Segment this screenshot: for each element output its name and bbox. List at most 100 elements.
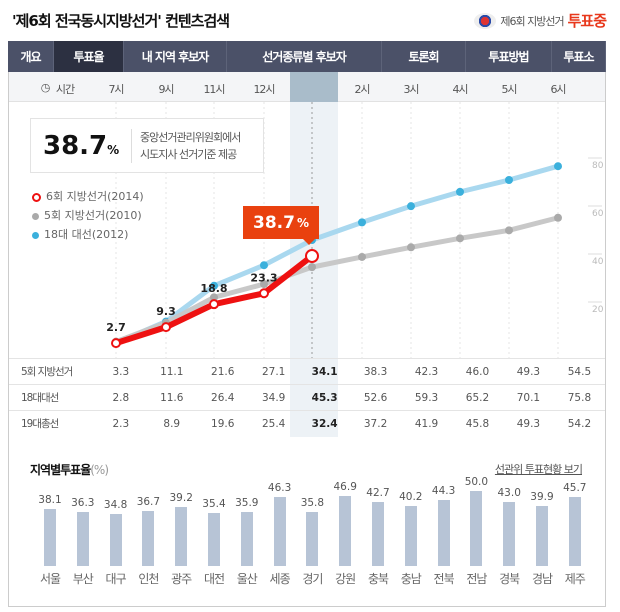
- time-slot[interactable]: 5시: [501, 83, 517, 96]
- badge-status: 투표중: [567, 12, 607, 30]
- table-cell: 8.9: [146, 410, 198, 437]
- time-slot[interactable]: 7시: [108, 83, 124, 96]
- data-point: [358, 218, 366, 227]
- region-bar: [109, 513, 122, 566]
- region-label: 부산: [72, 572, 94, 586]
- legend-item: 18대 대선(2012): [32, 225, 144, 244]
- data-point: [456, 187, 464, 196]
- region-value: 39.2: [169, 492, 193, 505]
- region-label: 충북: [367, 572, 389, 586]
- nav-tab[interactable]: 선거종류별 후보자: [227, 41, 382, 72]
- table-cell: 41.9: [401, 410, 452, 437]
- region-label: 경북: [499, 572, 520, 586]
- time-slot[interactable]: 11시: [203, 83, 225, 96]
- ytick-label: 40: [592, 257, 604, 267]
- nav-tab[interactable]: 투표율: [54, 41, 124, 72]
- badge-label: 제6회 지방선거: [500, 14, 564, 28]
- region-bar: [76, 511, 89, 566]
- table-cell: 2.8: [95, 384, 147, 411]
- ytick-label: 20: [592, 305, 604, 315]
- region-value: 46.3: [267, 481, 292, 494]
- data-label: 9.3: [156, 305, 176, 318]
- region-label: 경기: [302, 572, 323, 586]
- table-cell: 3.3: [95, 358, 147, 385]
- data-point: [111, 338, 121, 349]
- series-line: [115, 215, 559, 345]
- ytick-label: 60: [592, 209, 604, 219]
- table-cell: 26.4: [197, 384, 249, 411]
- summary-note: 중앙선거관리위원회에서: [140, 130, 241, 144]
- table-cell: 11.1: [146, 358, 198, 385]
- region-label: 서울: [39, 572, 61, 586]
- time-slot[interactable]: 9시: [158, 83, 174, 96]
- current-time-header[interactable]: [290, 72, 338, 102]
- turnout-chart: 80 60 40 20 2.7 9.3 18.8 23.3: [106, 102, 604, 358]
- data-point: [209, 299, 219, 310]
- nav-tab[interactable]: 투표방법: [466, 41, 552, 72]
- time-slot[interactable]: 12시: [253, 83, 275, 96]
- data-point: [554, 162, 562, 171]
- table-cell: 38.3: [350, 358, 402, 385]
- region-value: 35.8: [300, 497, 325, 510]
- table-cell: 75.8: [553, 384, 605, 411]
- nav-tab[interactable]: 내 지역 후보자: [124, 41, 227, 72]
- table-row: 5회 지방선거 3.3 11.1 21.6 27.1 34.1 38.3 42.3 46.0 49…: [9, 358, 605, 385]
- time-slot[interactable]: 3시: [403, 83, 419, 96]
- region-value: 40.2: [399, 490, 423, 503]
- data-point: [407, 243, 415, 252]
- nav-tab[interactable]: 토론회: [382, 41, 466, 72]
- table-cell: 21.6: [197, 358, 249, 385]
- region-bar: [437, 499, 450, 566]
- current-value-tooltip: 38.7%: [243, 206, 319, 245]
- data-label: 2.7: [106, 321, 126, 334]
- nec-status-link[interactable]: 선관위 투표현황 보기: [494, 463, 583, 476]
- data-point: [505, 226, 513, 235]
- time-slot[interactable]: 2시: [354, 83, 370, 96]
- voting-status-badge: 제6회 지방선거 투표중: [474, 10, 607, 31]
- region-bar: [240, 512, 253, 566]
- region-bar: [503, 501, 516, 566]
- region-label: 제주: [564, 572, 586, 586]
- table-row: 18대대선 2.8 11.6 26.4 34.9 45.3 52.6 59.3 65.2 70.1…: [9, 384, 605, 411]
- region-label: 강원: [335, 572, 356, 586]
- region-label: 세종: [269, 572, 291, 586]
- table-cell: 45.3: [299, 384, 351, 411]
- time-label: 시간: [55, 83, 75, 96]
- region-bar: [142, 510, 155, 566]
- region-value: 35.9: [235, 497, 259, 510]
- region-value: 38.1: [38, 493, 62, 506]
- ytick-label: 80: [592, 161, 604, 171]
- region-label: 대구: [105, 572, 127, 586]
- data-point: [358, 252, 366, 261]
- region-bar: [339, 495, 352, 566]
- region-label: 경남: [531, 572, 553, 586]
- time-slot[interactable]: 4시: [452, 83, 468, 96]
- korean-flag-icon: [474, 12, 497, 29]
- data-label: 18.8: [200, 282, 227, 295]
- nav-tab[interactable]: 개요: [8, 41, 54, 72]
- table-cell: 54.5: [553, 358, 605, 385]
- page-title: '제6회 전국동시지방선거' 컨텐츠검색: [12, 12, 230, 30]
- series-line: [115, 163, 559, 346]
- data-point: [407, 202, 415, 211]
- region-value: 34.8: [103, 498, 128, 511]
- table-cell: 45.8: [452, 410, 503, 437]
- region-label: 인천: [138, 572, 159, 586]
- data-point: [456, 234, 464, 243]
- time-slot[interactable]: 6시: [550, 83, 566, 96]
- region-label: 대전: [203, 572, 225, 586]
- clock-icon: ◷: [40, 81, 51, 94]
- summary-box: 38.7% 중앙선거관리위원회에서 시도지사 선거기준 제공: [30, 118, 264, 173]
- data-point: [505, 176, 513, 185]
- region-bar: [372, 501, 384, 566]
- table-cell: 42.3: [401, 358, 452, 385]
- data-label: 23.3: [250, 271, 277, 284]
- table-cell: 49.3: [502, 410, 554, 437]
- data-point: [308, 263, 316, 272]
- main-nav: 개요 투표율 내 지역 후보자 선거종류별 후보자 토론회 투표방법 투표소: [8, 41, 606, 72]
- chart-legend: 6회 지방선거(2014) 5회 지방선거(2010) 18대 대선(2012): [32, 187, 144, 244]
- region-value: 36.7: [136, 495, 161, 508]
- data-point: [260, 280, 268, 289]
- data-point: [210, 281, 218, 290]
- nav-tab[interactable]: 투표소: [552, 41, 606, 72]
